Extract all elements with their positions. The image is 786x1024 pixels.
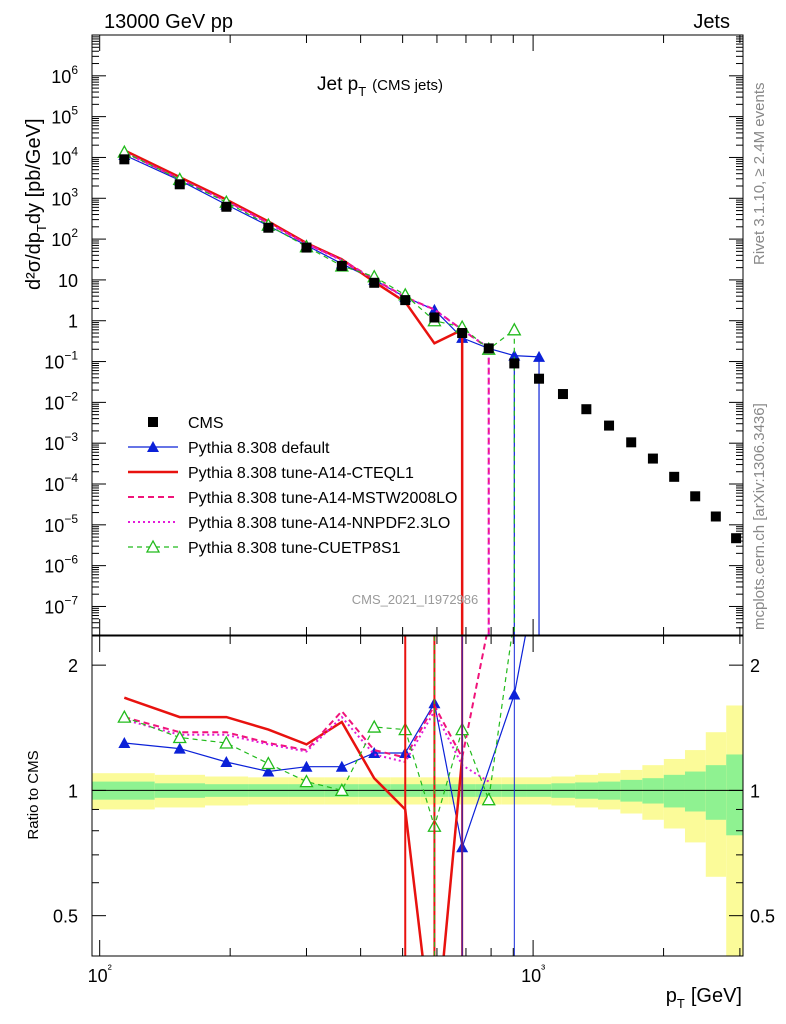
ratio-point <box>173 742 186 754</box>
y-tick-label: 10−2 <box>44 389 78 413</box>
y-tick-label: 10 <box>58 271 78 291</box>
ratio-point <box>118 736 131 748</box>
y-tick-label: 10−5 <box>44 512 78 536</box>
y-tick-label: 1 <box>68 312 78 332</box>
cms-point <box>509 358 520 369</box>
y-axis-label: d²σ/dpTdy [pb/GeV] <box>23 118 49 290</box>
cms-point <box>647 453 658 464</box>
y-tick-label: 102 <box>51 226 78 250</box>
jets-label: Jets <box>693 11 730 33</box>
ratio-point <box>481 792 496 806</box>
legend-label: Pythia 8.308 default <box>188 440 330 457</box>
x-axis-label: pT [GeV] <box>666 985 742 1011</box>
cms-point <box>483 343 494 354</box>
main-point <box>507 322 522 336</box>
legend-marker-cms <box>148 417 158 427</box>
ratio-point <box>335 760 348 772</box>
ratio-y-tick-label: 2 <box>68 656 78 676</box>
legend-label: CMS <box>188 415 224 432</box>
cms-point <box>710 511 721 522</box>
cms-point <box>221 201 232 212</box>
cms-point <box>604 420 615 431</box>
legend: CMS Pythia 8.308 default Pythia 8.308 tune… <box>128 415 457 557</box>
main-point <box>533 350 546 362</box>
energy-label: 13000 GeV pp <box>104 11 233 33</box>
legend-label: Pythia 8.308 tune-A14-NNPDF2.3LO <box>188 515 450 532</box>
watermark: CMS_2021_I1972986 <box>352 592 479 607</box>
cms-point <box>336 260 347 271</box>
ratio-panel: 0.5 0.5 1 1 2 2 Ratio to CMS <box>25 635 775 957</box>
y-tick-label: 10−3 <box>44 430 78 454</box>
ratio-point <box>367 719 382 733</box>
cms-point <box>557 389 568 400</box>
y-tick-label: 103 <box>51 185 78 209</box>
main-line-4 <box>123 151 490 349</box>
ratio-y-axis-label: Ratio to CMS <box>25 750 42 839</box>
cms-point <box>174 179 185 190</box>
ratio-point <box>262 765 275 777</box>
cms-point <box>400 295 411 306</box>
ratio-point <box>219 735 234 749</box>
cms-point <box>429 312 440 323</box>
x-tick-label: 10³ <box>521 962 545 986</box>
x-tick-label: 10² <box>88 962 112 986</box>
cms-point <box>301 242 312 253</box>
ratio-band-inner <box>705 765 727 820</box>
cms-point <box>534 373 545 384</box>
legend-label: Pythia 8.308 tune-CUETP8S1 <box>188 540 401 557</box>
cms-point <box>731 533 742 544</box>
y-tick-label: 105 <box>51 104 78 128</box>
cms-point <box>119 154 130 165</box>
cms-point <box>263 222 274 233</box>
ratio-point <box>300 760 313 772</box>
ratio-frame <box>91 635 744 957</box>
ratio-line-3 <box>124 636 488 761</box>
cms-point <box>690 491 701 502</box>
legend-label: Pythia 8.308 tune-A14-CTEQL1 <box>188 465 414 482</box>
ratio-point <box>334 783 349 797</box>
ratio-point <box>220 756 233 768</box>
ratio-y-tick-label-right: 2 <box>750 656 760 676</box>
main-frame <box>91 34 744 636</box>
ratio-point <box>172 730 187 744</box>
ratio-point <box>368 746 381 758</box>
ratio-band-inner <box>684 771 706 812</box>
main-line-2 <box>123 149 463 345</box>
cms-point <box>669 471 680 482</box>
ratio-y-tick-label: 1 <box>68 781 78 801</box>
main-title: Jet pT (CMS jets) <box>317 74 443 99</box>
ratio-band-inner <box>663 774 685 808</box>
y-tick-label: 10−4 <box>44 471 78 495</box>
y-tick-label: 10−7 <box>44 593 78 617</box>
mcplots-label: mcplots.cern.ch [arXiv:1306.3436] <box>751 403 768 630</box>
ratio-point <box>299 774 314 788</box>
ratio-line-4 <box>124 709 490 783</box>
ratio-y-tick-label: 0.5 <box>53 907 78 927</box>
ratio-point <box>261 756 276 770</box>
main-panel: 10−7 10−6 10−5 10−4 10−3 10−2 10−1 1 10 102 103 104… <box>23 34 744 636</box>
ratio-band-inner <box>726 754 743 836</box>
legend-marker <box>145 539 161 553</box>
cms-point <box>457 328 468 339</box>
legend-marker <box>147 441 159 452</box>
y-tick-label: 104 <box>51 144 78 168</box>
ratio-y-tick-label-right: 0.5 <box>750 907 775 927</box>
legend-label: Pythia 8.308 tune-A14-MSTW2008LO <box>188 490 457 507</box>
y-tick-label: 10−6 <box>44 553 78 577</box>
rivet-label: Rivet 3.1.10, ≥ 2.4M events <box>751 83 768 266</box>
cms-point <box>581 404 592 415</box>
main-point <box>508 349 521 361</box>
cms-point <box>626 437 637 448</box>
ratio-point <box>117 709 132 723</box>
y-tick-label: 106 <box>51 63 78 87</box>
cms-point <box>369 277 380 288</box>
y-tick-label: 10−1 <box>44 349 78 373</box>
ratio-y-tick-label-right: 1 <box>750 781 760 801</box>
